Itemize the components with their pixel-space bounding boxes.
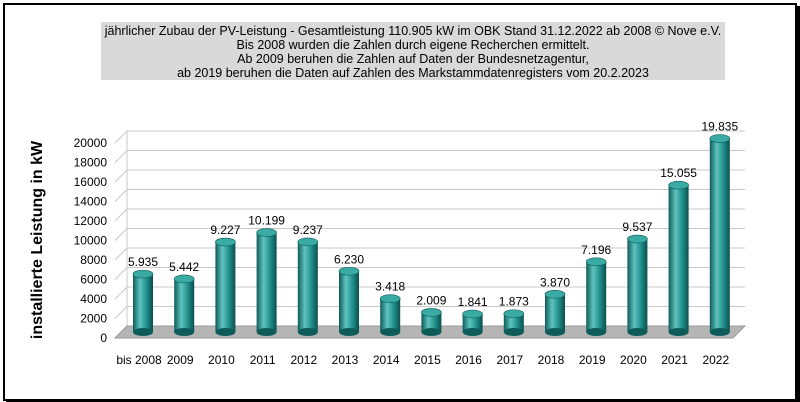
- data-label: 15.055: [660, 166, 697, 180]
- bar: [421, 308, 442, 336]
- header-note-3: ab 2019 beruhen die Daten auf Zahlen des…: [177, 66, 649, 80]
- data-label: 1.841: [458, 295, 488, 309]
- bar: [627, 234, 648, 336]
- x-tick-label: 2019: [579, 353, 606, 367]
- header-note-1: Bis 2008 wurden die Zahlen durch eigene …: [236, 38, 590, 52]
- chart-title: jährlicher Zubau der PV-Leistung - Gesam…: [104, 24, 722, 38]
- x-tick-label: 2020: [620, 353, 647, 367]
- y-tick-label: 16000: [74, 175, 108, 189]
- y-tick-label: 8000: [80, 253, 107, 267]
- header-note-2: Ab 2009 beruhen die Zahlen auf Daten der…: [237, 52, 589, 66]
- x-tick-label: 2013: [332, 353, 359, 367]
- x-tick-label: bis 2008: [116, 353, 162, 367]
- x-tick-label: 2009: [167, 353, 194, 367]
- y-tick-label: 6000: [80, 273, 107, 287]
- y-tick-label: 12000: [74, 214, 108, 228]
- grid-layer: [114, 130, 745, 339]
- data-label: 2.009: [416, 293, 446, 307]
- bar: [462, 309, 483, 336]
- bar: [668, 180, 689, 336]
- x-tick-label: 2011: [250, 353, 276, 367]
- bar: [544, 289, 566, 336]
- y-tick-label: 0: [100, 331, 107, 345]
- data-label: 9.227: [210, 223, 240, 237]
- bar: [709, 134, 731, 336]
- data-label: 19.835: [701, 120, 738, 134]
- bar: [297, 237, 319, 336]
- y-tick-label: 10000: [74, 234, 108, 248]
- y-tick-label: 18000: [74, 156, 108, 170]
- gridline: [114, 267, 745, 280]
- gridline: [114, 169, 745, 183]
- x-tick-label: 2021: [661, 353, 688, 367]
- bars: 5.935 5.442 9.227 10.199 9.237 6.230 3.418 2.00…: [128, 120, 738, 336]
- data-label: 5.442: [169, 260, 199, 274]
- x-tick-label: 2016: [455, 353, 482, 367]
- bar: [256, 228, 277, 336]
- y-tick-label: 20000: [74, 136, 108, 150]
- data-label: 1.873: [499, 295, 529, 309]
- x-tick-label: 2015: [414, 353, 441, 367]
- y-tick-label: 14000: [74, 195, 108, 209]
- x-axis: bis 2008 2009 2010 2011 2012 2013 2014 2015 2016…: [116, 353, 729, 367]
- bar: [215, 237, 236, 336]
- bar: [585, 257, 607, 336]
- x-tick-label: 2022: [702, 353, 729, 367]
- y-tick-label: 4000: [80, 292, 107, 306]
- data-label: 5.935: [128, 255, 158, 269]
- x-tick-label: 2017: [496, 353, 523, 367]
- bar: [503, 309, 525, 336]
- bar: [379, 294, 401, 336]
- data-label: 9.537: [622, 220, 652, 234]
- bar: [173, 274, 195, 336]
- x-tick-label: 2010: [208, 353, 235, 367]
- gridline: [114, 130, 745, 144]
- gridline: [114, 189, 745, 202]
- y-axis: 0 2000 4000 6000 8000 10000 12000 14000 16000 180…: [74, 136, 108, 345]
- bar: [338, 266, 360, 336]
- data-label: 10.199: [248, 214, 285, 228]
- x-tick-label: 2014: [373, 353, 400, 367]
- x-tick-label: 2012: [290, 353, 317, 367]
- bar: [132, 269, 154, 336]
- gridline: [114, 150, 745, 163]
- y-axis-title: installierte Leistung in kW: [29, 140, 46, 339]
- data-label: 3.418: [375, 280, 405, 294]
- data-label: 9.237: [293, 223, 323, 237]
- x-tick-label: 2018: [538, 353, 565, 367]
- chart-header: jährlicher Zubau der PV-Leistung - Gesam…: [101, 22, 725, 80]
- y-tick-label: 2000: [80, 312, 107, 326]
- data-label: 3.870: [540, 275, 570, 289]
- data-label: 6.230: [334, 252, 364, 266]
- data-label: 7.196: [581, 243, 611, 257]
- gridline: [114, 247, 745, 261]
